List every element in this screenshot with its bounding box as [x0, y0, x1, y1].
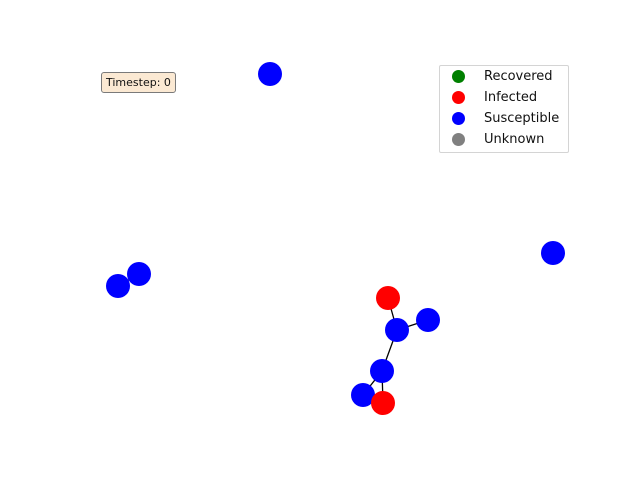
node-n5-infected	[376, 286, 400, 310]
node-n3-susceptible	[106, 274, 130, 298]
node-n6-susceptible	[385, 318, 409, 342]
legend-marker-unknown	[452, 133, 465, 146]
legend-marker-susceptible	[452, 112, 465, 125]
node-n8-susceptible	[370, 359, 394, 383]
legend-label-susceptible: Susceptible	[484, 111, 560, 126]
nodes-layer	[106, 62, 565, 415]
timestep-label: Timestep: 0	[101, 72, 176, 93]
node-n1-susceptible	[258, 62, 282, 86]
legend-label-recovered: Recovered	[484, 69, 553, 84]
node-n9-susceptible	[351, 383, 375, 407]
node-n10-infected	[371, 391, 395, 415]
legend-label-infected: Infected	[484, 90, 538, 105]
legend-item-susceptible: Susceptible	[440, 109, 568, 129]
legend-item-recovered: Recovered	[440, 67, 568, 87]
legend-label-unknown: Unknown	[484, 132, 545, 147]
legend: Recovered Infected Susceptible Unknown	[439, 65, 569, 153]
legend-item-unknown: Unknown	[440, 130, 568, 150]
node-n4-susceptible	[541, 241, 565, 265]
legend-marker-recovered	[452, 70, 465, 83]
legend-item-infected: Infected	[440, 88, 568, 108]
legend-marker-infected	[452, 91, 465, 104]
node-n2-susceptible	[127, 262, 151, 286]
node-n7-susceptible	[416, 308, 440, 332]
